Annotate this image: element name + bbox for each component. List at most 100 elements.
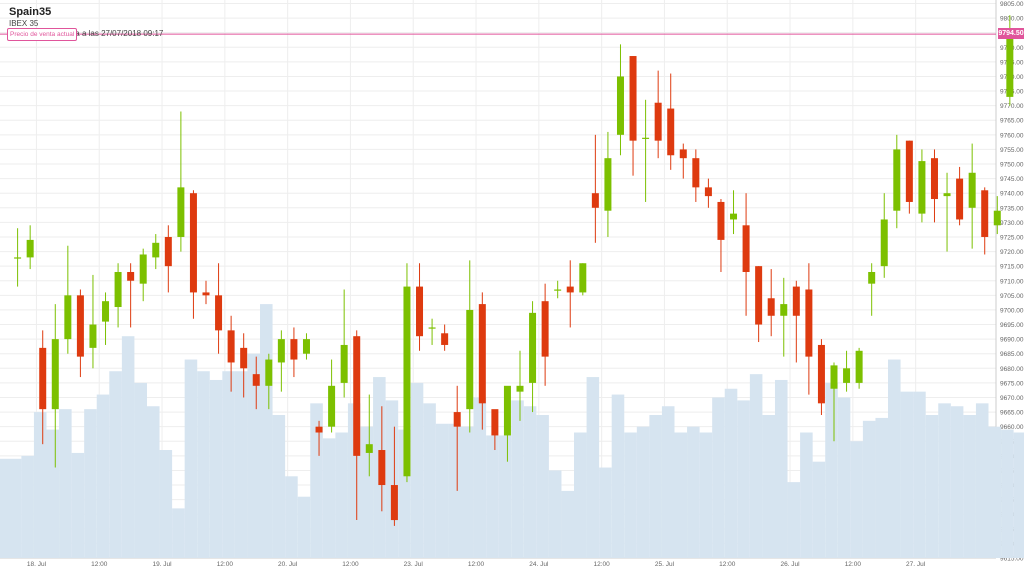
candle-body[interactable]: [516, 385, 524, 392]
candle-body[interactable]: [755, 266, 763, 325]
candle-body[interactable]: [39, 347, 47, 410]
candle-body[interactable]: [139, 254, 147, 284]
volume-bar: [297, 496, 311, 558]
candle-body[interactable]: [918, 161, 926, 214]
volume-bar: [737, 400, 750, 558]
candle-body[interactable]: [868, 271, 876, 284]
candle-body[interactable]: [89, 324, 97, 348]
candle-body[interactable]: [428, 327, 436, 329]
candle-body[interactable]: [767, 298, 775, 316]
candle-body[interactable]: [604, 158, 612, 211]
candle-body[interactable]: [805, 289, 813, 357]
x-tick-label: 12:00: [91, 561, 108, 568]
candle-body[interactable]: [855, 350, 863, 383]
candle-body[interactable]: [780, 304, 788, 316]
volume-bar: [46, 429, 60, 558]
candle-body[interactable]: [240, 347, 248, 369]
candle-body[interactable]: [491, 409, 499, 436]
volume-bar: [837, 397, 851, 558]
candle-body[interactable]: [692, 158, 700, 188]
candle-body[interactable]: [679, 149, 687, 159]
candle-body[interactable]: [880, 219, 888, 267]
candle-body[interactable]: [993, 210, 1001, 226]
candle-body[interactable]: [177, 187, 185, 237]
candle-body[interactable]: [742, 225, 750, 272]
candle-body[interactable]: [227, 330, 235, 363]
candle-body[interactable]: [893, 149, 901, 211]
candle-body[interactable]: [340, 344, 348, 383]
y-tick-label: 9735.00: [1000, 205, 1024, 212]
candle-body[interactable]: [328, 385, 336, 427]
candle-body[interactable]: [290, 339, 298, 360]
candle-body[interactable]: [441, 333, 449, 345]
candle-body[interactable]: [466, 309, 474, 410]
y-tick-label: 9770.00: [1000, 103, 1024, 110]
candle-body[interactable]: [416, 286, 424, 337]
candle-body[interactable]: [265, 359, 273, 386]
candle-body[interactable]: [566, 286, 574, 293]
volume-bar: [448, 423, 461, 558]
y-tick-label: 9705.00: [1000, 293, 1024, 300]
candle-body[interactable]: [114, 271, 122, 308]
candle-body[interactable]: [164, 236, 172, 267]
candle-body[interactable]: [667, 108, 675, 156]
candle-body[interactable]: [817, 344, 825, 404]
candle-body[interactable]: [127, 271, 135, 281]
candle-body[interactable]: [591, 193, 599, 208]
candle-body[interactable]: [930, 158, 938, 200]
candle-body[interactable]: [14, 257, 22, 259]
y-tick-label: 9760.00: [1000, 132, 1024, 139]
candle-body[interactable]: [730, 213, 738, 220]
candle-body[interactable]: [403, 286, 411, 477]
candle-body[interactable]: [541, 301, 549, 357]
candle-body[interactable]: [215, 295, 223, 331]
candle-body[interactable]: [26, 239, 34, 258]
candle-body[interactable]: [629, 56, 637, 141]
candle-body[interactable]: [830, 365, 838, 389]
candle-body[interactable]: [905, 140, 913, 202]
volume-bar: [624, 432, 637, 558]
volume-bar: [423, 403, 436, 558]
volume-bar: [159, 450, 173, 558]
candle-body[interactable]: [654, 102, 662, 141]
candle-body[interactable]: [202, 292, 210, 296]
volume-bar: [1001, 429, 1014, 558]
candle-body[interactable]: [1006, 34, 1014, 97]
candle-body[interactable]: [353, 336, 361, 456]
candle-body[interactable]: [252, 374, 260, 386]
candle-body[interactable]: [981, 190, 989, 237]
y-tick-label: 9665.00: [1000, 410, 1024, 417]
candle-body[interactable]: [704, 187, 712, 197]
candle-body[interactable]: [102, 301, 110, 322]
candle-body[interactable]: [843, 368, 851, 383]
candle-body[interactable]: [616, 76, 624, 135]
candle-body[interactable]: [579, 263, 587, 293]
volume-bar: [310, 403, 323, 558]
candle-body[interactable]: [302, 339, 310, 354]
candle-body[interactable]: [529, 312, 537, 383]
candle-body[interactable]: [64, 295, 72, 340]
candle-body[interactable]: [390, 485, 398, 521]
candle-body[interactable]: [51, 339, 59, 410]
candle-body[interactable]: [453, 412, 461, 427]
candle-body[interactable]: [277, 339, 285, 363]
candle-body[interactable]: [792, 286, 800, 316]
candle-body[interactable]: [554, 289, 562, 291]
y-tick-label: 9765.00: [1000, 118, 1024, 125]
candle-body[interactable]: [315, 426, 323, 433]
candle-body[interactable]: [956, 178, 964, 220]
candle-body[interactable]: [943, 193, 951, 197]
volume-bar: [925, 414, 939, 558]
candle-body[interactable]: [378, 450, 386, 486]
candle-body[interactable]: [503, 385, 511, 436]
candle-body[interactable]: [968, 172, 976, 208]
candle-body[interactable]: [642, 137, 650, 139]
candle-body[interactable]: [76, 295, 84, 357]
candle-body[interactable]: [365, 444, 373, 453]
candle-body[interactable]: [152, 242, 160, 258]
volume-bar: [486, 435, 499, 558]
candle-body[interactable]: [717, 201, 725, 240]
candle-body[interactable]: [189, 193, 197, 293]
candle-body[interactable]: [478, 304, 486, 404]
